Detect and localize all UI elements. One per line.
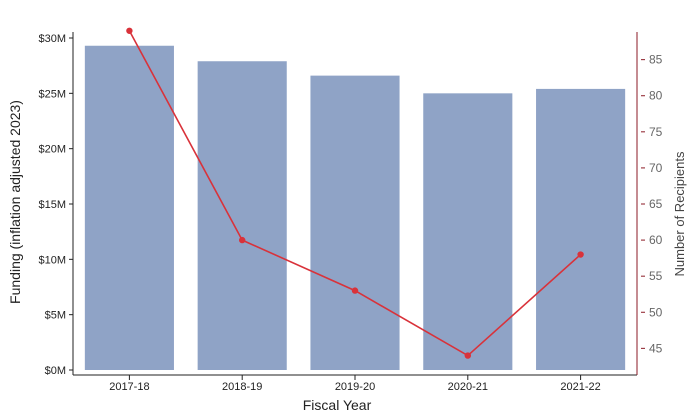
right-tick-label: 75 (649, 125, 663, 139)
left-tick-label: $25M (38, 88, 66, 100)
recipients-point-2017-18 (126, 27, 133, 34)
left-tick-label: $30M (38, 33, 66, 45)
right-tick-label: 45 (649, 341, 663, 355)
funding-bar-2018-19 (197, 61, 287, 371)
right-tick-label: 55 (649, 269, 663, 283)
left-tick-label: $5M (45, 310, 66, 322)
x-tick-label: 2017-18 (109, 381, 149, 393)
right-ticks: 45 50 55 60 65 70 75 80 85 (641, 53, 663, 355)
x-tick-label: 2018-19 (222, 381, 262, 393)
left-tick-label: $10M (38, 254, 66, 266)
x-tick-label: 2021-22 (560, 381, 600, 393)
right-tick-label: 60 (649, 233, 663, 247)
right-tick-label: 65 (649, 197, 663, 211)
recipients-point-2020-21 (464, 352, 471, 359)
recipients-point-2019-20 (351, 287, 359, 294)
left-tick-label: $15M (38, 199, 66, 211)
left-ticks: $0M $5M $10M $15M $20M $25M $30M (38, 33, 73, 377)
right-tick-label: 50 (649, 305, 663, 319)
left-tick-label: $20M (38, 144, 66, 156)
x-axis-title: Fiscal Year (303, 397, 372, 413)
recipients-line-layer (126, 27, 584, 359)
recipients-point-2018-19 (239, 236, 246, 244)
right-tick-label: 80 (649, 89, 663, 103)
funding-bar-2017-18 (84, 45, 174, 370)
y-axis-title: Funding (inflation adjusted 2023) (7, 100, 23, 304)
x-tick-label: 2019-20 (335, 381, 375, 393)
funding-bar-2021-22 (536, 88, 626, 370)
left-tick-label: $0M (45, 365, 66, 377)
right-tick-label: 70 (649, 161, 663, 175)
funding-bar-2020-21 (423, 93, 513, 370)
funding-bar-2019-20 (310, 75, 400, 371)
x-ticks: 2017-18 2018-19 2019-20 2020-21 2021-22 (109, 375, 601, 393)
x-tick-label: 2020-21 (448, 381, 488, 393)
recipients-point-2021-22 (577, 251, 584, 258)
y2-axis-title: Number of Recipients (672, 151, 687, 276)
right-tick-label: 85 (649, 53, 663, 67)
bars-layer (84, 45, 626, 371)
